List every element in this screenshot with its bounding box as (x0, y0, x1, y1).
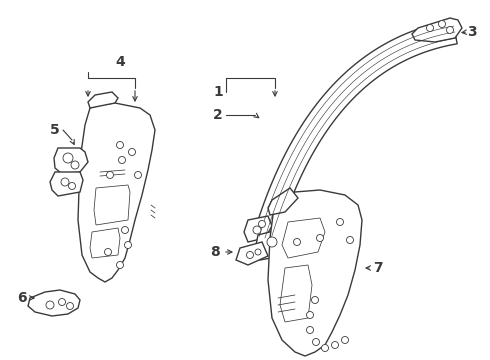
Circle shape (46, 301, 54, 309)
Circle shape (63, 153, 73, 163)
Polygon shape (78, 103, 155, 282)
Circle shape (317, 234, 323, 242)
Text: 8: 8 (210, 245, 220, 259)
Circle shape (259, 220, 266, 228)
Circle shape (346, 237, 353, 243)
Text: 2: 2 (213, 108, 223, 122)
Polygon shape (282, 218, 325, 258)
Polygon shape (236, 242, 268, 265)
Polygon shape (94, 185, 130, 225)
Polygon shape (268, 188, 298, 215)
Circle shape (119, 157, 125, 163)
Polygon shape (28, 290, 80, 316)
Polygon shape (244, 216, 272, 242)
Circle shape (71, 161, 79, 169)
Circle shape (267, 237, 277, 247)
Circle shape (106, 171, 114, 179)
Circle shape (124, 242, 131, 248)
Text: 4: 4 (115, 55, 125, 69)
Circle shape (128, 149, 136, 156)
Circle shape (58, 298, 66, 306)
Polygon shape (88, 92, 118, 108)
Circle shape (122, 226, 128, 234)
Polygon shape (280, 265, 312, 322)
Polygon shape (50, 172, 83, 196)
Circle shape (117, 261, 123, 269)
Polygon shape (268, 190, 362, 356)
Circle shape (312, 297, 318, 303)
Circle shape (307, 311, 314, 319)
Circle shape (307, 327, 314, 333)
Circle shape (294, 239, 300, 246)
Circle shape (332, 342, 339, 348)
Text: 1: 1 (213, 85, 223, 99)
Circle shape (134, 171, 142, 179)
Polygon shape (90, 228, 120, 258)
Text: 7: 7 (373, 261, 383, 275)
Circle shape (313, 338, 319, 346)
Circle shape (69, 183, 75, 189)
Circle shape (426, 24, 434, 32)
Polygon shape (255, 228, 292, 260)
Circle shape (246, 252, 253, 258)
Polygon shape (253, 20, 457, 242)
Circle shape (117, 141, 123, 149)
Circle shape (446, 27, 454, 33)
Polygon shape (412, 18, 462, 42)
Circle shape (321, 345, 328, 351)
Circle shape (67, 302, 74, 310)
Text: 6: 6 (17, 291, 27, 305)
Polygon shape (54, 148, 88, 174)
Circle shape (104, 248, 112, 256)
Circle shape (255, 249, 261, 255)
Text: 3: 3 (467, 25, 477, 39)
Circle shape (253, 226, 261, 234)
Circle shape (439, 21, 445, 27)
Circle shape (61, 178, 69, 186)
Circle shape (342, 337, 348, 343)
Text: 5: 5 (50, 123, 60, 137)
Circle shape (337, 219, 343, 225)
